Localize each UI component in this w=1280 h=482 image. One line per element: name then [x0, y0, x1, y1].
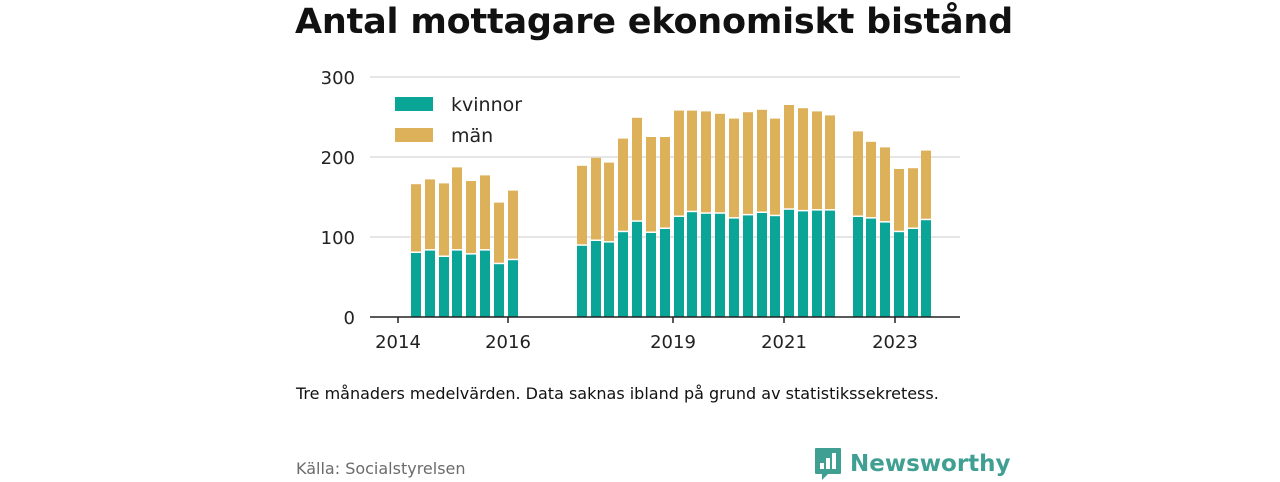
bar-kvinnor: [908, 229, 918, 317]
x-tick-label: 2014: [375, 332, 421, 353]
bar-man: [674, 110, 684, 216]
bar-man: [466, 181, 476, 254]
bar-man: [880, 147, 890, 222]
bar-kvinnor: [894, 232, 904, 317]
bar-kvinnor: [757, 213, 767, 317]
bar-man: [757, 109, 767, 212]
bar-man: [452, 167, 462, 250]
legend-swatch-kvinnor: [395, 97, 433, 111]
source-label: Källa: Socialstyrelsen: [296, 459, 466, 478]
axes: 0 100 200 300 2014 2016 2019 2021 2023: [321, 68, 960, 353]
bar-kvinnor: [784, 209, 794, 317]
y-tick-label: 200: [321, 148, 355, 169]
bar-man: [798, 108, 808, 210]
x-tick-label: 2016: [485, 332, 531, 353]
x-tick-label: 2023: [872, 332, 918, 353]
legend-label: kvinnor: [451, 94, 522, 116]
bar-man: [853, 131, 863, 216]
bar-man: [425, 179, 435, 250]
bar-man: [729, 118, 739, 218]
bar-kvinnor: [411, 253, 421, 317]
bar-man: [632, 117, 642, 221]
bar-kvinnor: [770, 216, 780, 317]
bar-man: [743, 112, 753, 214]
bar-man: [411, 184, 421, 252]
bar-kvinnor: [604, 242, 614, 317]
bar-kvinnor: [480, 250, 490, 317]
bar-man: [604, 162, 614, 242]
bar-kvinnor: [646, 233, 656, 317]
bar-man: [784, 105, 794, 209]
bar-man: [577, 165, 587, 245]
bar-kvinnor: [743, 215, 753, 317]
bar-man: [908, 168, 918, 228]
bar-man: [660, 137, 670, 228]
y-tick-label: 100: [321, 228, 355, 249]
bar-kvinnor: [618, 232, 628, 317]
y-tick-label: 300: [321, 68, 355, 89]
bar-kvinnor: [425, 250, 435, 317]
bar-kvinnor: [466, 254, 476, 317]
bar-man: [618, 138, 628, 231]
bar-kvinnor: [701, 213, 711, 317]
bar-kvinnor: [880, 222, 890, 317]
bar-kvinnor: [687, 212, 697, 317]
bar-man: [894, 169, 904, 231]
bar-kvinnor: [674, 217, 684, 317]
brand-logo[interactable]: Newsworthy: [814, 446, 1011, 482]
bar-kvinnor: [921, 220, 931, 317]
bar-kvinnor: [715, 213, 725, 317]
bar-kvinnor: [825, 210, 835, 317]
bars: [411, 105, 931, 317]
legend-swatch-män: [395, 128, 433, 142]
x-tick-label: 2019: [650, 332, 696, 353]
bar-man: [439, 183, 449, 256]
bar-man: [687, 110, 697, 211]
legend-label: män: [451, 125, 493, 147]
bar-man: [715, 113, 725, 213]
bar-kvinnor: [439, 257, 449, 317]
brand-name: Newsworthy: [850, 451, 1011, 477]
bar-kvinnor: [660, 229, 670, 317]
bar-man: [508, 190, 518, 259]
bar-man: [701, 111, 711, 213]
bar-kvinnor: [866, 218, 876, 317]
bar-man: [591, 157, 601, 240]
bar-kvinnor: [853, 217, 863, 317]
bar-kvinnor: [577, 245, 587, 317]
bar-kvinnor: [452, 250, 462, 317]
bar-man: [494, 202, 504, 263]
bar-chart-speech-bubble-icon: [815, 448, 841, 480]
bar-kvinnor: [508, 260, 518, 317]
legend: kvinnor män: [395, 94, 522, 147]
chart-title: Antal mottagare ekonomiskt bistånd: [295, 2, 1013, 42]
bar-man: [866, 141, 876, 218]
bar-kvinnor: [591, 241, 601, 317]
chart-note: Tre månaders medelvärden. Data saknas ib…: [296, 384, 939, 403]
chart-area: 0 100 200 300 2014 2016 2019 2021 2023 kvinnor mä…: [321, 68, 960, 353]
bar-man: [770, 118, 780, 215]
bar-kvinnor: [729, 218, 739, 317]
bar-man: [646, 137, 656, 232]
bar-man: [480, 175, 490, 250]
bar-man: [921, 150, 931, 219]
x-tick-label: 2021: [761, 332, 807, 353]
bar-kvinnor: [798, 211, 808, 317]
bar-man: [825, 115, 835, 210]
bar-kvinnor: [494, 264, 504, 317]
bar-kvinnor: [632, 221, 642, 317]
bar-man: [812, 111, 822, 210]
bar-kvinnor: [812, 210, 822, 317]
y-tick-label: 0: [344, 308, 355, 329]
